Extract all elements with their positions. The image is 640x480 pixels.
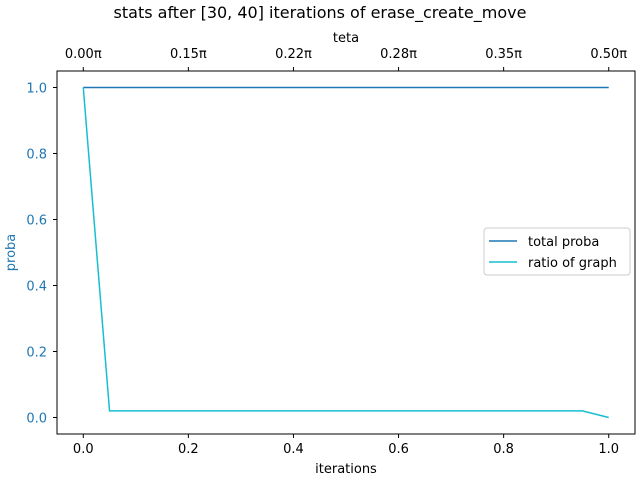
top-x-tick-label: 0.28π: [380, 47, 417, 62]
y-tick-label: 0.6: [26, 214, 47, 229]
plot-frame: [56, 70, 636, 435]
y-tick-label: 0.2: [26, 346, 47, 361]
top-x-axis-title: teta: [333, 31, 359, 46]
x-tick-label: 1.0: [598, 442, 619, 457]
x-tick-label: 0.2: [178, 442, 199, 457]
y-tick-label: 0.4: [26, 280, 47, 295]
top-x-tick-label: 0.00π: [65, 47, 102, 62]
y-axis: 0.0 0.2 0.4 0.6 0.8 1.0: [26, 82, 57, 427]
chart-title: stats after [30, 40] iterations of erase…: [114, 3, 527, 23]
y-tick-label: 0.8: [26, 148, 47, 163]
legend-label: ratio of graph: [528, 256, 617, 271]
y-tick-label: 1.0: [26, 82, 47, 97]
top-x-axis: 0.00π 0.15π 0.22π 0.28π 0.35π 0.50π: [65, 47, 627, 71]
x-tick-label: 0.8: [493, 442, 514, 457]
x-tick-label: 0.6: [388, 442, 409, 457]
y-axis-title: proba: [4, 234, 19, 271]
top-x-tick-label: 0.15π: [170, 47, 207, 62]
top-x-tick-label: 0.50π: [590, 47, 627, 62]
legend: total proba ratio of graph: [483, 227, 631, 276]
x-tick-label: 0.0: [73, 442, 94, 457]
y-tick-label: 0.0: [26, 412, 47, 427]
bottom-x-axis: 0.0 0.2 0.4 0.6 0.8 1.0: [73, 434, 619, 457]
legend-label: total proba: [528, 235, 599, 250]
x-tick-label: 0.4: [283, 442, 304, 457]
series-layer: [82, 86, 609, 419]
top-x-tick-label: 0.22π: [275, 47, 312, 62]
top-x-tick-label: 0.35π: [485, 47, 522, 62]
legend-box: [483, 227, 631, 276]
x-axis-title: iterations: [315, 462, 377, 477]
